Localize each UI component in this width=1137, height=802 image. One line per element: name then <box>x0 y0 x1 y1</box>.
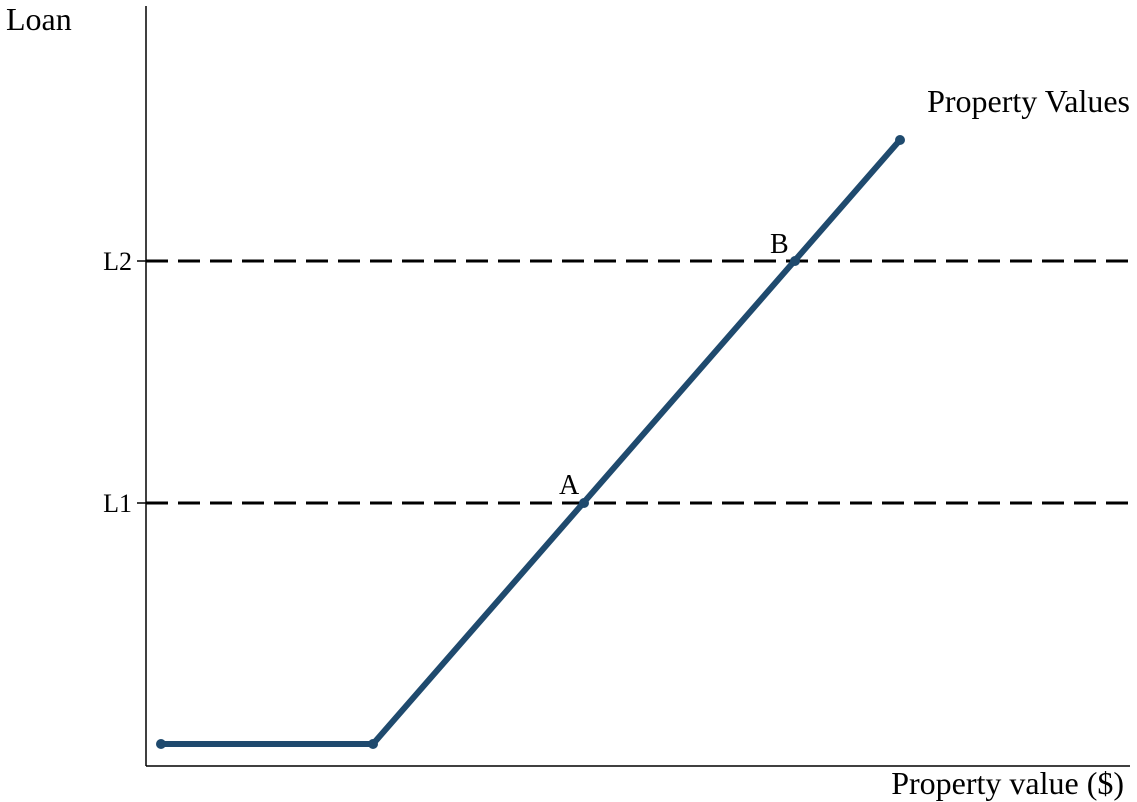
x-axis-label: Property value ($) <box>891 765 1124 801</box>
curve-start-dot <box>156 739 166 749</box>
y-axis-label: Loan <box>6 1 72 37</box>
point-b-dot <box>790 256 800 266</box>
property-value-curve <box>158 137 903 747</box>
point-b-label: B <box>770 229 789 260</box>
curve-kink-dot <box>368 739 378 749</box>
l2-label: L2 <box>103 247 132 276</box>
curve-end-dot <box>895 135 905 145</box>
point-a-dot <box>579 498 589 508</box>
l1-label: L1 <box>103 489 132 518</box>
curve-label: Property Values <box>927 83 1130 119</box>
point-a-label: A <box>559 470 580 501</box>
